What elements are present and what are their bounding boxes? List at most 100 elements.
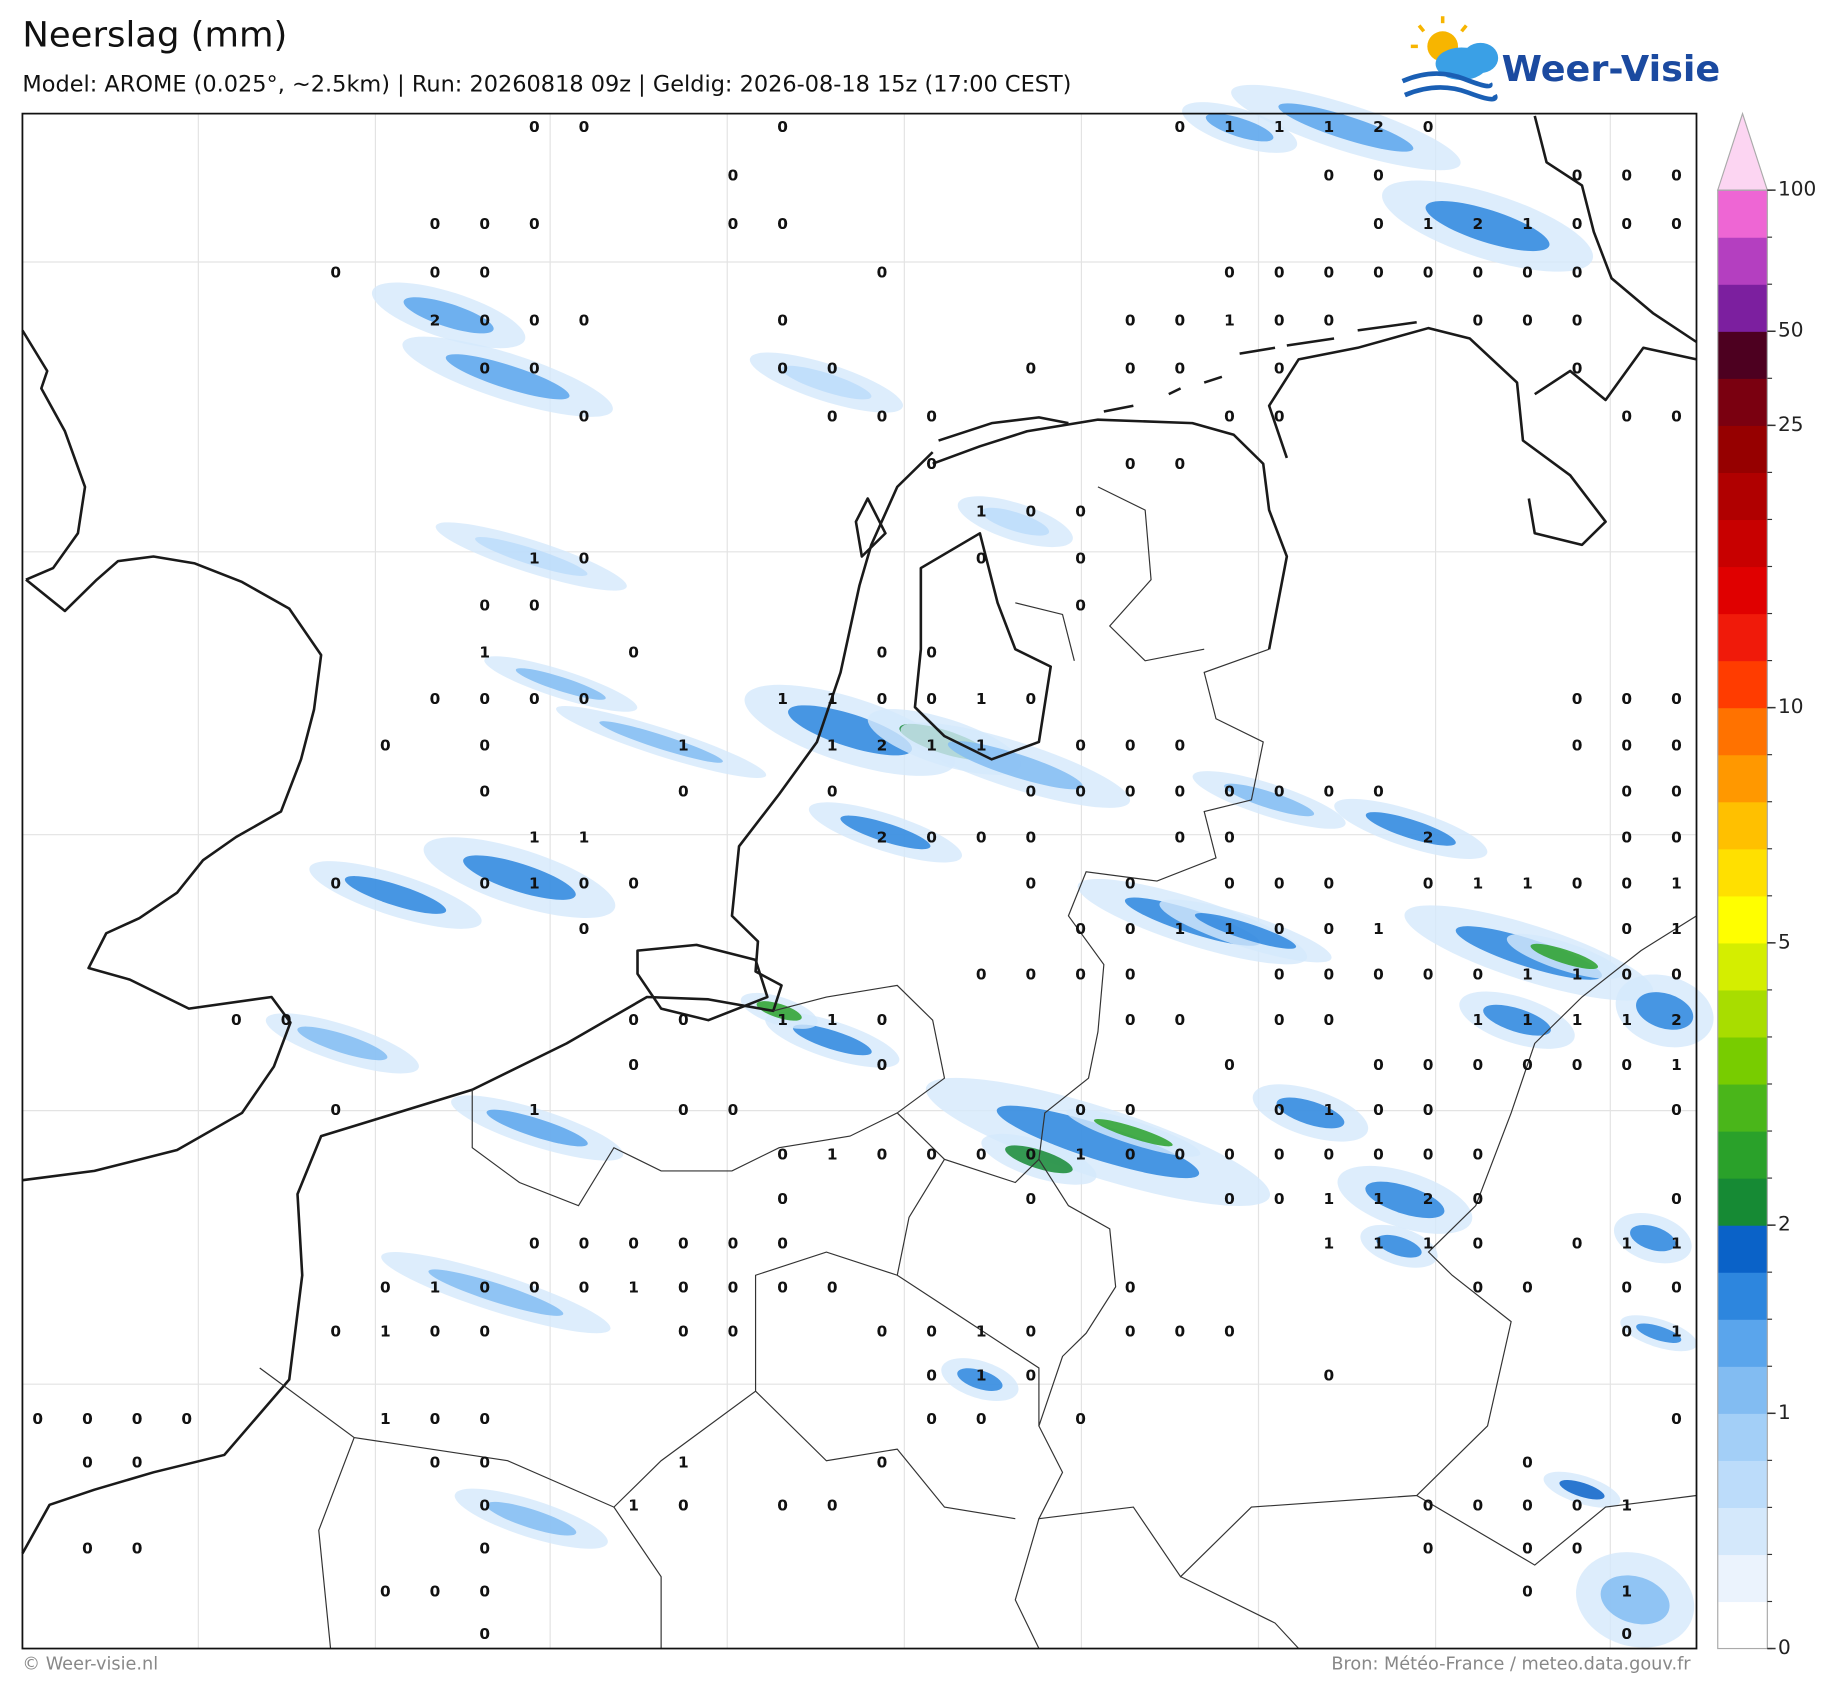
footer-left: © Weer-visie.nl [22,1655,158,1675]
grid-value: 0 [1621,920,1632,938]
grid-value: 1 [1522,215,1533,233]
grid-value: 0 [926,1323,937,1341]
grid-value: 1 [1671,875,1682,893]
colorbar-band [1717,1554,1768,1603]
precip-core [1530,943,1599,970]
precip-core [445,354,570,400]
grid-value: 1 [1572,966,1583,984]
grid-value: 0 [529,215,540,233]
colorbar-frame [1717,189,1768,1650]
grid-value: 0 [1572,1497,1583,1515]
grid-value: 0 [926,408,937,426]
grid-value: 0 [1472,1497,1483,1515]
grid-value: 0 [579,408,590,426]
grid-value: 0 [1075,1101,1086,1119]
grid-value: 0 [1175,360,1186,378]
grid-value: 0 [877,1056,888,1074]
grid-value: 0 [976,1410,987,1428]
grid-value: 0 [1224,408,1235,426]
grid-value: 1 [1522,875,1533,893]
grid-value: 0 [1026,966,1037,984]
grid-value: 0 [728,215,739,233]
colorbar-tick-label: 2 [1778,1213,1791,1236]
grid-value: 0 [1125,312,1136,330]
precip-core [1483,1004,1551,1036]
grid-value: 0 [926,1367,937,1385]
grid-value: 0 [1125,783,1136,801]
grid-value: 0 [579,875,590,893]
grid-value: 0 [1671,1190,1682,1208]
grid-value: 0 [1125,360,1136,378]
grid-value: 0 [777,360,788,378]
grid-value: 1 [529,550,540,568]
precip-core [1636,992,1694,1030]
grid-value: 0 [479,1410,490,1428]
precip-core [792,1024,872,1056]
grid-value: 0 [628,1235,639,1253]
grid-value: 0 [1423,1540,1434,1558]
grid-value: 1 [1373,1235,1384,1253]
grid-value: 0 [82,1410,93,1428]
grid-value: 0 [1423,1056,1434,1074]
colorbar-tick-label: 10 [1778,695,1804,718]
grid-value: 0 [678,1101,689,1119]
colorbar-band [1717,519,1768,568]
grid-value: 1 [976,737,987,755]
grid-value: 0 [1125,1279,1136,1297]
grid-value: 0 [1026,1190,1037,1208]
grid-value: 0 [1671,408,1682,426]
grid-value: 1 [1671,920,1682,938]
precip-core [756,1001,802,1021]
colorbar-band [1717,754,1768,803]
grid-value: 0 [976,1146,987,1164]
grid-value: 0 [1224,1190,1235,1208]
grid-value: 0 [479,690,490,708]
footer-right: Bron: Météo-France / meteo.data.gouv.fr [1331,1655,1691,1675]
grid-value: 0 [1175,118,1186,136]
colorbar-band [1717,1036,1768,1085]
precip-core [1365,812,1456,846]
grid-value: 0 [1323,875,1334,893]
grid-value: 0 [1472,1279,1483,1297]
precip-core [840,815,931,850]
grid-value: 0 [1522,1540,1533,1558]
precip-core [1276,1097,1345,1129]
grid-value: 0 [628,875,639,893]
colorbar-band [1717,284,1768,332]
grid-value: 1 [380,1323,391,1341]
grid-value: 2 [1373,118,1384,136]
grid-value: 0 [1373,1056,1384,1074]
colorbar-band [1717,1131,1768,1179]
grid-value: 1 [827,1146,838,1164]
grid-value: 0 [1373,167,1384,185]
grid-value: 0 [1075,502,1086,520]
grid-value: 0 [1274,408,1285,426]
grid-value: 0 [181,1410,192,1428]
grid-value: 0 [1175,737,1186,755]
grid-value: 2 [877,829,888,847]
grid-value: 0 [479,783,490,801]
grid-value: 0 [976,550,987,568]
borders [259,486,1697,1649]
precip-core [344,876,447,914]
grid-value: 1 [1621,1583,1632,1601]
grid-value: 0 [777,1190,788,1208]
grid-value: 1 [1323,1190,1334,1208]
colorbar-tick-label: 25 [1778,413,1804,436]
grid-value: 0 [380,1279,391,1297]
grid-value: 0 [1224,875,1235,893]
grid-value: 0 [1026,1146,1037,1164]
grid-value: 0 [678,1279,689,1297]
grid-value: 1 [1323,1101,1334,1119]
grid-value: 0 [1125,455,1136,473]
grid-value: 0 [1373,783,1384,801]
grid-value: 0 [579,118,590,136]
grid-value: 0 [1572,875,1583,893]
colorbar-band [1717,1319,1768,1367]
map-bg [22,113,1697,1649]
grid-value: 0 [132,1410,143,1428]
precip-core [788,705,912,756]
grid-value: 0 [1621,167,1632,185]
grid-value: 0 [877,1011,888,1029]
grid-value: 0 [579,1235,590,1253]
